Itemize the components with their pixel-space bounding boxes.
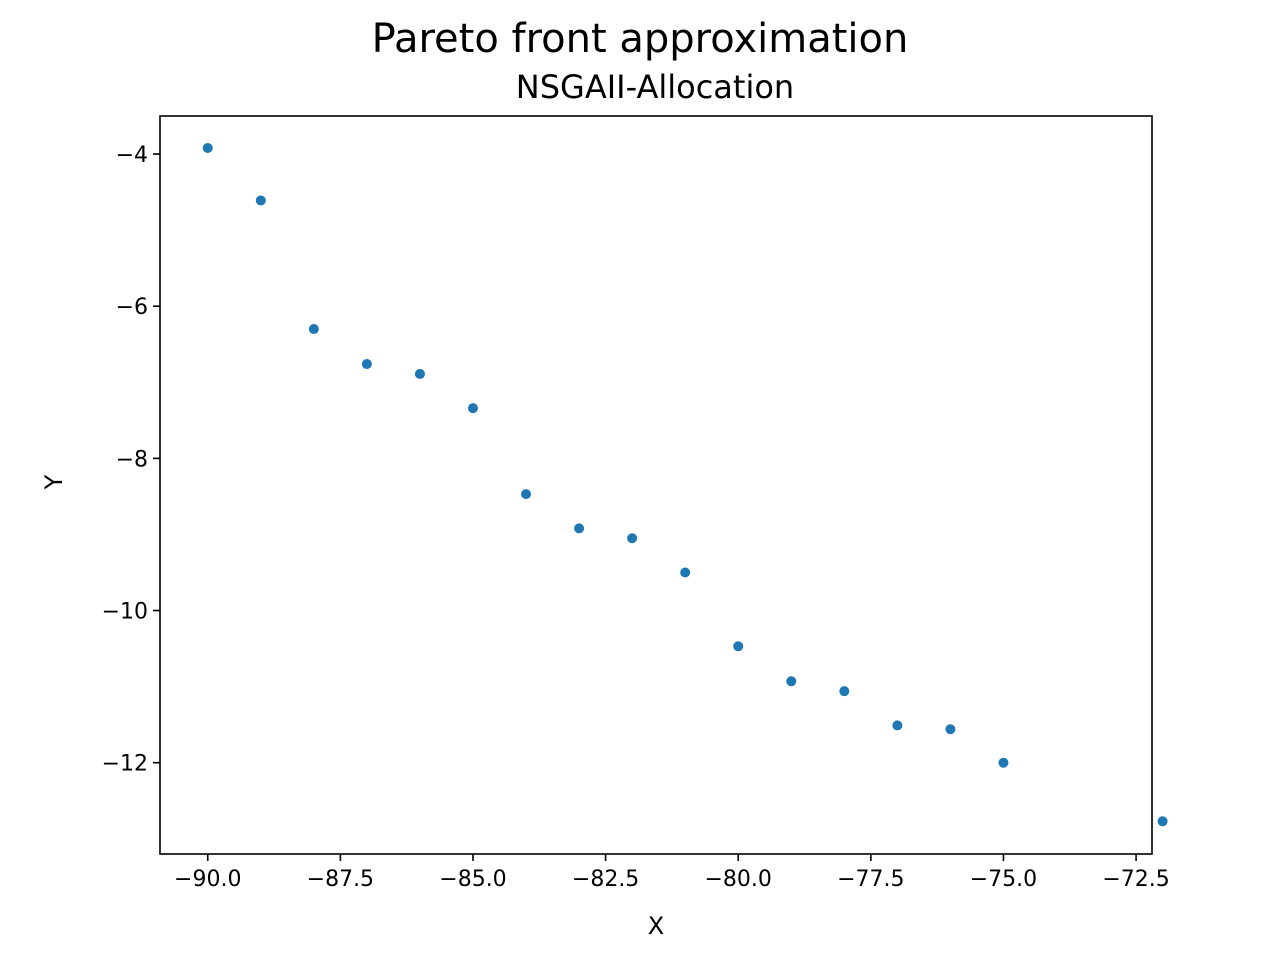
x-tick-label: −82.5 (572, 867, 639, 892)
data-point (361, 359, 372, 370)
data-point (308, 324, 319, 335)
data-point (945, 724, 956, 735)
data-point (467, 403, 478, 414)
data-point (627, 533, 638, 544)
x-axis-ticks: −90.0 −87.5 −85.0 −82.5 −80.0 −77.5 −75.0 −72.5 (174, 854, 1170, 892)
chart-title: Pareto front approximation (372, 16, 909, 62)
y-tick-label: −10 (102, 600, 148, 625)
data-point (998, 757, 1009, 768)
x-tick-label: −72.5 (1102, 867, 1169, 892)
data-point (1157, 816, 1168, 827)
data-point (414, 368, 425, 379)
x-axis-label: X (648, 912, 664, 940)
y-axis-ticks: −4 −6 −8 −10 −12 (102, 143, 160, 777)
plot-frame (159, 115, 1153, 855)
data-point (574, 523, 585, 534)
data-point (255, 195, 266, 206)
data-point (839, 686, 850, 697)
y-tick-label: −12 (102, 752, 148, 777)
data-point (521, 489, 532, 500)
data-points (202, 142, 1168, 827)
chart-subtitle: NSGAII-Allocation (516, 68, 794, 106)
plot-area: −90.0 −87.5 −85.0 −82.5 −80.0 −77.5 −75.0 −72.5… (102, 115, 1170, 892)
y-tick-label: −4 (116, 143, 148, 168)
x-tick-label: −87.5 (307, 867, 374, 892)
x-tick-label: −75.0 (970, 867, 1037, 892)
data-point (680, 567, 691, 578)
y-tick-label: −6 (116, 295, 148, 320)
data-point (202, 142, 213, 153)
y-axis-label: Y (40, 474, 68, 490)
y-tick-label: −8 (116, 447, 148, 472)
x-tick-label: −77.5 (837, 867, 904, 892)
data-point (786, 676, 797, 687)
data-point (892, 720, 903, 731)
x-tick-label: −85.0 (439, 867, 506, 892)
x-tick-label: −90.0 (174, 867, 241, 892)
x-tick-label: −80.0 (705, 867, 772, 892)
data-point (733, 641, 744, 652)
